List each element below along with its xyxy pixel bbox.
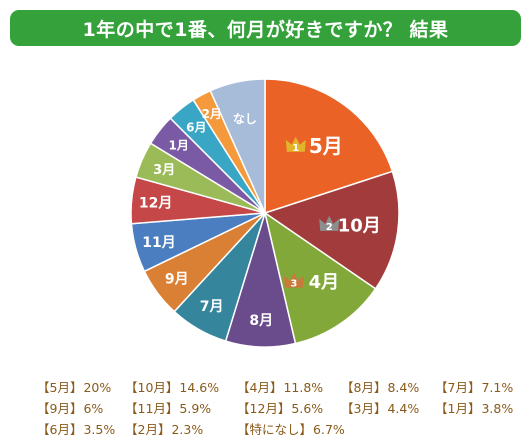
slice-label-8: 8月 xyxy=(249,313,273,329)
slice-label-4: 3 4月 xyxy=(283,272,340,293)
slice-label-text: 2月 xyxy=(202,107,222,121)
slice-label-9: 9月 xyxy=(165,272,189,288)
legend-item: 【5月】20% xyxy=(37,380,112,395)
slice-label-12: 12月 xyxy=(139,196,172,212)
crown-icon xyxy=(319,215,340,231)
pie-slices xyxy=(130,78,400,348)
slice-label-7: 7月 xyxy=(200,299,224,315)
legend-item: 【7月】7.1% xyxy=(435,380,514,395)
slice-label-5: 1 5月 xyxy=(285,134,343,158)
pie-slice-5 xyxy=(264,78,394,215)
crown-icon xyxy=(285,136,306,152)
rank-number: 2 xyxy=(326,222,333,233)
slice-label-1: 1月 xyxy=(168,138,188,152)
slice-label-text: 9月 xyxy=(165,272,189,288)
pie-slice-none xyxy=(209,78,266,214)
slice-label-6: 6月 xyxy=(186,121,206,135)
crown-icon xyxy=(283,272,304,288)
slice-label-text: 5月 xyxy=(309,134,343,158)
chart-title: 1年の中で1番、何月が好きですか？ 結果 xyxy=(82,18,449,41)
legend-row: 【5月】20% 【10月】14.6% 【4月】11.8% 【8月】8.4% 【7… xyxy=(37,376,527,397)
slice-label-text: 12月 xyxy=(139,196,172,212)
slice-label-text: なし xyxy=(233,112,257,126)
rank-number: 1 xyxy=(292,143,299,154)
slice-label-text: 1月 xyxy=(168,138,188,152)
slice-label-text: 3月 xyxy=(153,163,175,178)
slice-label-text: 6月 xyxy=(186,121,206,135)
title-banner: 1年の中で1番、何月が好きですか？ 結果 xyxy=(10,10,521,46)
slice-label-2: 2月 xyxy=(202,107,222,121)
legend-row: 【6月】3.5% 【2月】2.3% 【特になし】6.7% xyxy=(37,418,527,439)
rank-number: 3 xyxy=(290,279,297,290)
slice-label-none: なし xyxy=(233,112,257,126)
slice-label-10: 2 10月 xyxy=(319,215,381,236)
slice-label-text: 4月 xyxy=(309,272,340,293)
legend-item: 【2月】2.3% xyxy=(125,422,204,437)
legend-item: 【6月】3.5% xyxy=(37,422,116,437)
legend-item: 【3月】4.4% xyxy=(341,401,420,416)
legend-row: 【9月】6% 【11月】5.9% 【12月】5.6% 【3月】4.4% 【1月】… xyxy=(37,397,527,418)
legend-item: 【8月】8.4% xyxy=(341,380,420,395)
slice-label-text: 7月 xyxy=(200,299,224,315)
legend-item: 【9月】6% xyxy=(37,401,104,416)
slice-label-3: 3月 xyxy=(153,163,175,178)
slice-label-text: 10月 xyxy=(338,215,381,236)
legend: 【5月】20% 【10月】14.6% 【4月】11.8% 【8月】8.4% 【7… xyxy=(37,376,527,439)
legend-item: 【4月】11.8% xyxy=(237,380,324,395)
slice-label-11: 11月 xyxy=(142,235,175,251)
pie-slice-4 xyxy=(263,211,377,345)
legend-item: 【11月】5.9% xyxy=(125,401,212,416)
legend-item: 【12月】5.6% xyxy=(237,401,324,416)
legend-item: 【特になし】6.7% xyxy=(237,422,345,437)
slice-label-text: 11月 xyxy=(142,235,175,251)
legend-item: 【10月】14.6% xyxy=(125,380,220,395)
legend-item: 【1月】3.8% xyxy=(435,401,514,416)
slice-label-text: 8月 xyxy=(249,313,273,329)
